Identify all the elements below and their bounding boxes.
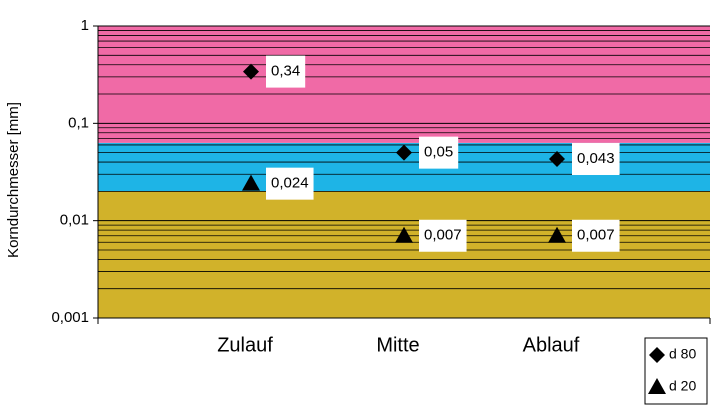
x-tick-label: Mitte xyxy=(376,334,419,356)
band xyxy=(98,26,710,143)
y-tick-label: 0,1 xyxy=(68,114,89,131)
legend-label: d 80 xyxy=(669,346,696,362)
y-axis-title: Korndurchmesser [mm] xyxy=(5,102,22,258)
legend-marker xyxy=(648,378,666,394)
value-label-text: 0,34 xyxy=(271,63,300,80)
value-label: 0,007 xyxy=(419,219,467,252)
value-label-box xyxy=(419,219,467,252)
value-label-box xyxy=(266,167,314,200)
value-label: 0,007 xyxy=(572,219,620,252)
point xyxy=(243,63,259,80)
legend-marker xyxy=(649,347,665,363)
legend-label: d 20 xyxy=(669,378,696,394)
x-tick-label: Zulauf xyxy=(217,334,273,356)
value-label-box xyxy=(572,143,620,176)
point xyxy=(548,226,566,243)
y-tick-label: 0,001 xyxy=(51,309,89,326)
value-label: 0,024 xyxy=(266,167,314,200)
x-tick-label: Ablauf xyxy=(523,334,580,356)
value-label-text: 0,05 xyxy=(424,144,453,161)
value-label-text: 0,043 xyxy=(577,150,615,167)
value-label: 0,34 xyxy=(266,55,306,88)
value-label: 0,043 xyxy=(572,143,620,176)
point xyxy=(242,174,260,191)
value-label-box xyxy=(266,55,306,88)
value-label: 0,05 xyxy=(419,136,459,169)
y-tick-label: 1 xyxy=(81,17,89,34)
value-label-box xyxy=(572,219,620,252)
band xyxy=(98,191,710,318)
point xyxy=(396,144,412,161)
value-label-text: 0,007 xyxy=(424,227,462,244)
y-tick-label: 0,01 xyxy=(60,212,89,229)
value-label-box xyxy=(419,136,459,169)
point xyxy=(549,151,565,168)
value-label-text: 0,007 xyxy=(577,227,615,244)
value-label-text: 0,024 xyxy=(271,175,309,192)
point xyxy=(395,226,413,243)
